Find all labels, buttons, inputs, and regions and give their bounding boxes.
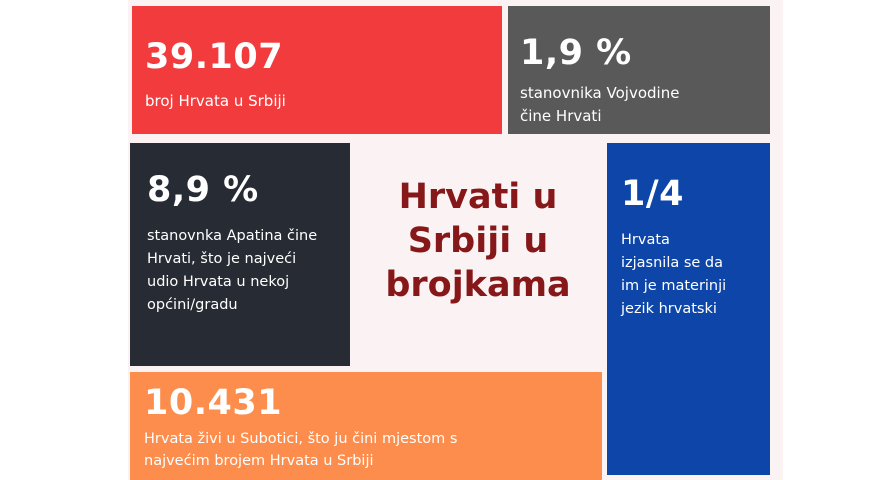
stat-description: stanovnika Vojvodine čine Hrvati (520, 84, 680, 125)
stat-value: 1/4 (621, 174, 684, 214)
stat-value: 39.107 (145, 37, 284, 77)
stat-value: 10.431 (144, 383, 283, 423)
stat-description: broj Hrvata u Srbiji (145, 92, 286, 110)
stat-value: 8,9 % (147, 170, 259, 210)
stat-tile-mother-tongue: 1/4 Hrvata izjasnila se da im je materin… (607, 143, 770, 475)
infographic-title: Hrvati u Srbiji u brojkama (385, 177, 571, 305)
stat-tile-vojvodina-share: 1,9 % stanovnika Vojvodine čine Hrvati (508, 6, 770, 134)
stat-tile-croats-in-serbia: 39.107 broj Hrvata u Srbiji (132, 6, 502, 134)
stat-description: Hrvata izjasnila se da im je materinji j… (621, 232, 727, 317)
stat-tile-subotica: 10.431 Hrvata živi u Subotici, što ju či… (130, 372, 602, 480)
stat-description: stanovnka Apatina čine Hrvati, što je na… (147, 228, 318, 313)
stat-tile-apatin-share: 8,9 % stanovnka Apatina čine Hrvati, što… (130, 143, 350, 366)
stat-description: Hrvata živi u Subotici, što ju čini mjes… (144, 431, 458, 469)
stat-value: 1,9 % (520, 33, 632, 73)
